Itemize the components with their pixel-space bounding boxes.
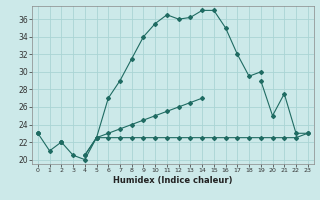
X-axis label: Humidex (Indice chaleur): Humidex (Indice chaleur) — [113, 176, 233, 185]
